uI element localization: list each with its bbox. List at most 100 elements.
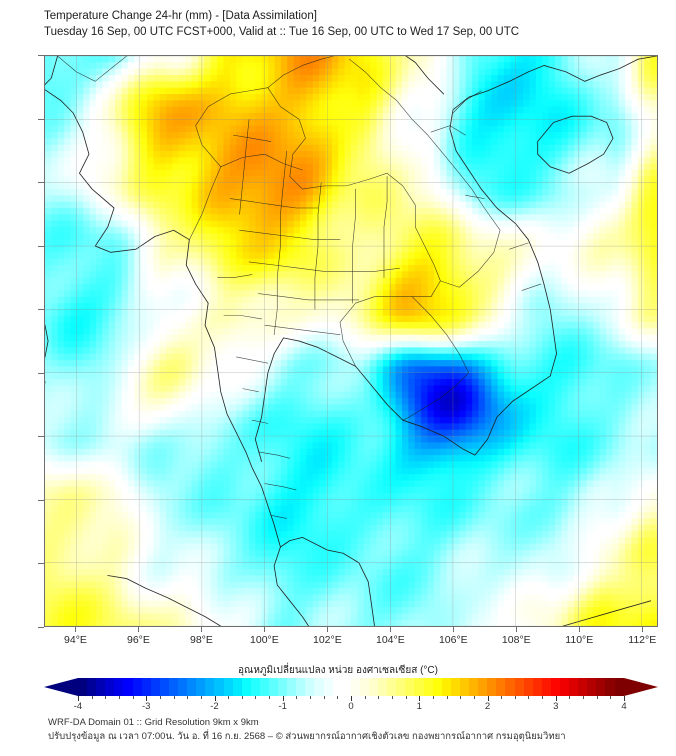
colorbar-minor-tick bbox=[296, 696, 298, 699]
colorbar-segment bbox=[205, 678, 215, 696]
colorbar-segment bbox=[350, 678, 360, 696]
colorbar-segment bbox=[532, 678, 542, 696]
colorbar-tick-label: 4 bbox=[621, 701, 627, 712]
colorbar-minor-tick bbox=[364, 696, 366, 699]
colorbar-segment bbox=[268, 678, 279, 696]
x-axis-tick-label: 100°E bbox=[250, 634, 279, 646]
colorbar-minor-tick bbox=[255, 696, 257, 699]
colorbar-segment bbox=[150, 678, 160, 696]
colorbar-segment bbox=[78, 678, 88, 696]
colorbar-gradient bbox=[78, 678, 624, 696]
colorbar-segment bbox=[105, 678, 115, 696]
colorbar-segment bbox=[178, 678, 188, 696]
colorbar-segment bbox=[559, 678, 570, 696]
x-axis-tick-label: 102°E bbox=[313, 634, 342, 646]
x-axis-tick-mark bbox=[264, 627, 266, 632]
colorbar-segment bbox=[241, 678, 251, 696]
x-axis-tick-mark bbox=[327, 627, 329, 632]
x-axis-tick-label: 96°E bbox=[127, 634, 150, 646]
colorbar-segment bbox=[578, 678, 588, 696]
colorbar-segment bbox=[296, 678, 306, 696]
x-axis-tick-mark bbox=[390, 627, 392, 632]
colorbar-segment bbox=[605, 678, 615, 696]
colorbar-segment bbox=[614, 678, 624, 696]
colorbar-segment bbox=[287, 678, 297, 696]
chart-title: Temperature Change 24-hr (mm) - [Data As… bbox=[44, 10, 317, 22]
x-axis-tick-mark bbox=[516, 627, 518, 632]
colorbar-segment bbox=[450, 678, 460, 696]
colorbar-extend-min-icon bbox=[44, 678, 78, 696]
x-axis-tick-label: 108°E bbox=[501, 634, 531, 646]
x-axis-tick-label: 110°E bbox=[565, 634, 594, 646]
colorbar-minor-tick bbox=[473, 696, 475, 699]
colorbar-segment bbox=[541, 678, 551, 696]
colorbar-minor-tick bbox=[241, 696, 243, 699]
colorbar-segment bbox=[141, 678, 151, 696]
colorbar-segment bbox=[487, 678, 497, 696]
colorbar-tick-label: 0 bbox=[348, 701, 354, 712]
colorbar-label: อุณหภูมิเปลี่ยนแปลง หน่วย องศาเซลเซียส (… bbox=[238, 665, 438, 676]
colorbar-minor-tick bbox=[596, 696, 598, 699]
colorbar-segment bbox=[114, 678, 124, 696]
colorbar-major-tick bbox=[78, 696, 79, 701]
colorbar-extend-max-icon bbox=[624, 678, 658, 696]
x-axis-tick-mark bbox=[453, 627, 455, 632]
colorbar-segment bbox=[469, 678, 479, 696]
colorbar-segment bbox=[369, 678, 379, 696]
temperature-field bbox=[45, 56, 657, 626]
colorbar-minor-tick bbox=[542, 696, 544, 699]
x-axis-tick-mark bbox=[138, 627, 140, 632]
colorbar-segment bbox=[514, 678, 524, 696]
colorbar-minor-tick bbox=[228, 696, 230, 699]
colorbar-minor-tick bbox=[132, 696, 134, 699]
colorbar-segment bbox=[232, 678, 242, 696]
colorbar-segment bbox=[496, 678, 506, 696]
x-axis-tick-mark bbox=[579, 627, 581, 632]
colorbar-tick-label: 1 bbox=[416, 701, 422, 712]
colorbar-segment bbox=[223, 678, 233, 696]
colorbar-segment bbox=[314, 678, 324, 696]
colorbar-minor-tick bbox=[391, 696, 393, 699]
colorbar-segment bbox=[323, 678, 333, 696]
colorbar-segment bbox=[214, 678, 224, 696]
colorbar-minor-tick bbox=[159, 696, 161, 699]
x-axis-tick-mark bbox=[75, 627, 77, 632]
colorbar-segment bbox=[278, 678, 288, 696]
colorbar-segment bbox=[123, 678, 133, 696]
colorbar-major-tick bbox=[282, 696, 284, 701]
colorbar-minor-tick bbox=[118, 696, 120, 699]
x-axis-tick-label: 94°E bbox=[64, 634, 87, 646]
colorbar-minor-tick bbox=[105, 696, 107, 699]
colorbar-minor-tick bbox=[432, 696, 434, 699]
colorbar-minor-tick bbox=[91, 696, 93, 699]
colorbar-segment bbox=[305, 678, 315, 696]
coastline-boundary-layer bbox=[45, 56, 657, 626]
colorbar-minor-tick bbox=[460, 696, 462, 699]
colorbar-ticks: -4 -3 -2 -1 0 1 2 3 4 bbox=[44, 696, 658, 714]
colorbar-minor-tick bbox=[583, 696, 585, 699]
colorbar-segment bbox=[550, 678, 560, 696]
colorbar-segment bbox=[250, 678, 260, 696]
x-axis-tick-label: 98°E bbox=[189, 634, 213, 646]
colorbar-tick-label: 2 bbox=[484, 701, 491, 712]
colorbar-minor-tick bbox=[405, 696, 407, 699]
colorbar-segment bbox=[196, 678, 206, 696]
x-axis-tick-label: 106°E bbox=[438, 634, 468, 646]
colorbar-minor-tick bbox=[173, 696, 175, 699]
colorbar-segment bbox=[596, 678, 606, 696]
colorbar-tick-label: -3 bbox=[142, 701, 151, 712]
x-axis-tick-label: 112°E bbox=[628, 634, 657, 646]
colorbar-major-tick bbox=[351, 696, 352, 701]
colorbar-segment bbox=[168, 678, 179, 696]
graticule-grid bbox=[45, 56, 657, 626]
colorbar-segment bbox=[259, 678, 269, 696]
colorbar-minor-tick bbox=[269, 696, 271, 699]
colorbar-segment bbox=[523, 678, 533, 696]
map-plot-area bbox=[44, 55, 658, 627]
colorbar-segment bbox=[432, 678, 442, 696]
colorbar-segment bbox=[459, 678, 470, 696]
colorbar-segment bbox=[414, 678, 424, 696]
colorbar-segment bbox=[505, 678, 515, 696]
title-block: Temperature Change 24-hr (mm) - [Data As… bbox=[44, 8, 664, 40]
colorbar-minor-tick bbox=[323, 696, 325, 699]
